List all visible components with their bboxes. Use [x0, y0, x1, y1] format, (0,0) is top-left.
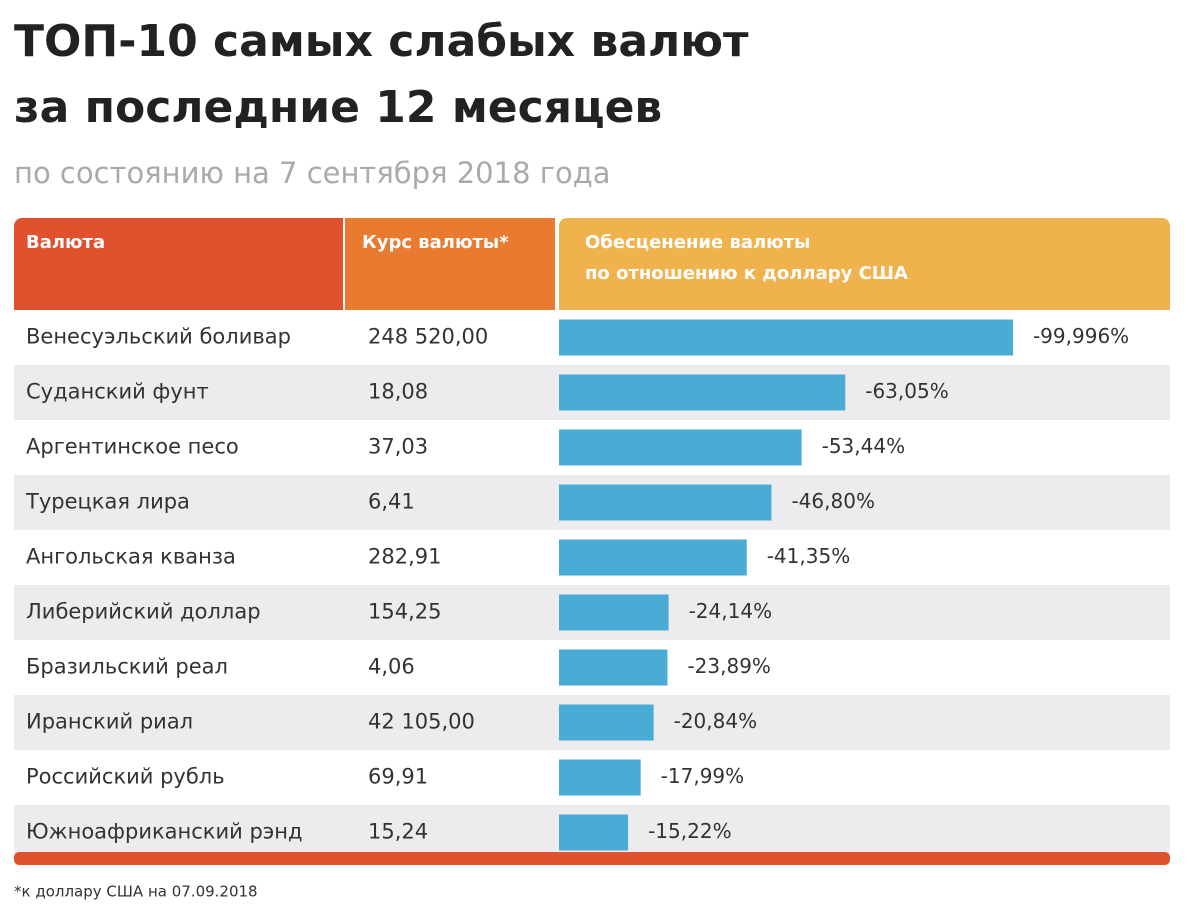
header-text: Валюта — [26, 232, 105, 253]
bar — [559, 319, 1013, 356]
rate: 37,03 — [368, 435, 428, 459]
header-cell — [559, 218, 1170, 310]
value-label: -17,99% — [661, 764, 744, 788]
bar — [559, 429, 802, 466]
rate: 42 105,00 — [368, 710, 475, 734]
rate: 6,41 — [368, 490, 415, 514]
rate: 69,91 — [368, 765, 428, 789]
rows: Венесуэльский боливар 248 520,00 -99,996% С… — [14, 319, 1170, 860]
value-label: -20,84% — [674, 709, 757, 733]
currency-name: Бразильский реал — [26, 655, 228, 679]
title-line: за последние 12 месяцев — [14, 82, 662, 133]
bar — [559, 704, 654, 741]
currency-name: Российский рубль — [26, 765, 225, 789]
rate: 15,24 — [368, 820, 428, 844]
value-label: -23,89% — [687, 654, 770, 678]
currency-name: Либерийский доллар — [26, 600, 261, 624]
currency-name: Ангольская кванза — [26, 545, 236, 569]
value-label: -99,996% — [1033, 324, 1129, 348]
subtitle: по состоянию на 7 сентября 2018 года — [14, 156, 611, 190]
header-text: Обесценение валюты — [585, 232, 810, 253]
value-label: -24,14% — [689, 599, 772, 623]
value-label: -63,05% — [865, 379, 948, 403]
rate: 4,06 — [368, 655, 415, 679]
header-text: Курс валюты* — [362, 232, 509, 253]
bar — [559, 484, 772, 521]
currency-name: Аргентинское песо — [26, 435, 239, 459]
currency-name: Турецкая лира — [25, 490, 190, 514]
rate: 154,25 — [368, 600, 441, 624]
footnote: *к доллару США на 07.09.2018 — [14, 883, 258, 901]
value-label: -53,44% — [822, 434, 905, 458]
value-label: -46,80% — [791, 489, 874, 513]
currency-name: Южноафриканский рэнд — [26, 820, 303, 844]
bar — [559, 649, 668, 686]
bar — [559, 814, 629, 851]
currency-name: Венесуэльский боливар — [26, 325, 291, 349]
bar — [559, 594, 669, 631]
rate: 18,08 — [368, 380, 428, 404]
header-cell — [14, 218, 343, 310]
title-line: ТОП-10 самых слабых валют — [14, 16, 749, 67]
bottom-stripe — [14, 852, 1170, 865]
bar — [559, 759, 641, 796]
currency-name: Иранский риал — [26, 710, 193, 734]
value-label: -41,35% — [767, 544, 850, 568]
currency-name: Суданский фунт — [26, 380, 209, 404]
bar — [559, 539, 747, 576]
value-label: -15,22% — [648, 819, 731, 843]
bar — [559, 374, 846, 411]
header-cell — [345, 218, 555, 310]
rate: 248 520,00 — [368, 325, 488, 349]
rate: 282,91 — [368, 545, 441, 569]
header-text: по отношению к доллару США — [585, 263, 908, 284]
